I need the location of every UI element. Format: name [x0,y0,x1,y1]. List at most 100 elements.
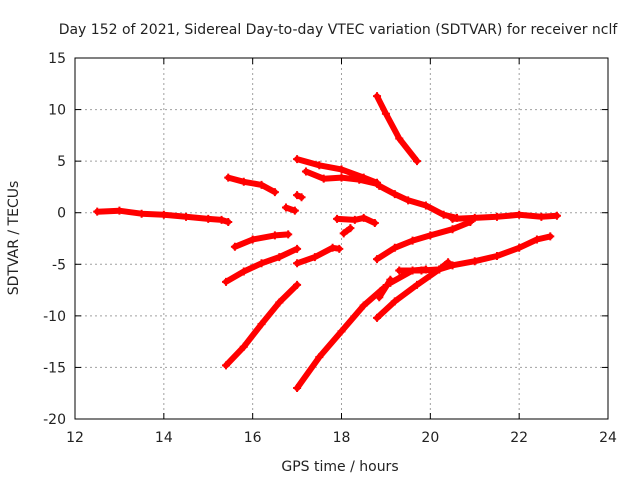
data-point [515,243,524,252]
chart-title: Day 152 of 2021, Sidereal Day-to-day VTE… [59,22,619,38]
data-point [448,225,457,234]
data-point [310,253,319,262]
arc-trace [294,285,387,392]
data-point [532,235,541,244]
data-point [448,261,457,270]
data-point [335,244,344,253]
data-point [448,214,457,223]
data-point [515,210,524,219]
data-point [224,217,233,226]
data-point [492,252,501,261]
arc-trace [231,231,292,250]
grid [75,58,608,419]
x-tick-label: 24 [599,430,617,446]
data-point [444,258,453,267]
x-tick-label: 12 [66,430,84,446]
y-tick-label: -20 [43,412,66,428]
data-point [281,203,290,212]
data-point [470,257,479,266]
data-point [439,210,448,219]
data-point [248,235,257,244]
data-point [390,190,399,199]
x-tick-label: 14 [155,430,173,446]
data-point [386,275,395,284]
data-point [315,161,324,170]
data-point [339,229,348,238]
data-arc-19 [373,258,453,322]
data-arc-17 [448,210,561,223]
data-point [239,267,248,276]
data-point [93,207,102,216]
data-point [395,266,404,275]
data-point [413,280,422,289]
data-arc-6 [222,244,302,286]
data-point [257,320,266,329]
data-point [217,215,226,224]
data-point [293,384,302,393]
data-point [390,297,399,306]
data-arc-7 [293,243,344,268]
y-tick-label: 0 [57,206,66,222]
data-point [297,193,306,202]
data-point [301,167,310,176]
data-point [350,215,359,224]
data-point [290,206,299,215]
data-point [413,157,422,166]
y-tick-label: -15 [43,360,66,376]
data-point [257,259,266,268]
data-arc-3 [281,203,299,215]
data-point [408,236,417,245]
axis-ticks: 12 14 16 18 20 22 24 -20 -15 -10 -5 0 5 10 15 [43,51,617,446]
arc-trace [374,219,474,263]
data-point [293,155,302,164]
data-point [426,231,435,240]
data-point [492,212,501,221]
data-point [435,265,444,274]
data-point [328,243,337,252]
data-point [395,134,404,143]
data-point [182,212,191,221]
data-point [337,173,346,182]
data-point [159,210,168,219]
data-point [537,212,546,221]
data-point [224,173,233,182]
data-point [346,224,355,233]
data-point [333,214,342,223]
arc-trace [396,233,554,274]
data-point [293,259,302,268]
data-arc-1 [93,206,233,226]
data-point [381,109,390,118]
data-point [275,253,284,262]
x-tick-label: 20 [421,430,439,446]
data-arc-15 [375,181,461,222]
arc-trace [334,214,378,226]
data-point [257,180,266,189]
data-point [293,244,302,253]
data-point [373,313,382,322]
x-tick-label: 18 [333,430,351,446]
x-axis-label: GPS time / hours [281,459,398,475]
data-point [404,196,413,205]
data-point [270,188,279,197]
data-point [284,230,293,239]
data-point [222,361,231,370]
y-tick-label: 5 [57,154,66,170]
y-tick-label: -5 [52,257,66,273]
data-point [470,213,479,222]
data-arc-21 [375,275,395,302]
x-tick-label: 16 [244,430,262,446]
data-point [315,353,324,362]
data-point [239,177,248,186]
data-point [375,293,384,302]
arc-trace [374,93,420,165]
data-point [408,266,417,275]
x-tick-label: 22 [510,430,528,446]
data-point [270,231,279,240]
data-point [552,211,561,220]
y-tick-label: 10 [48,103,66,119]
y-tick-label: 15 [48,51,66,67]
data-point [137,209,146,218]
data-point [421,201,430,210]
data-point [239,342,248,351]
